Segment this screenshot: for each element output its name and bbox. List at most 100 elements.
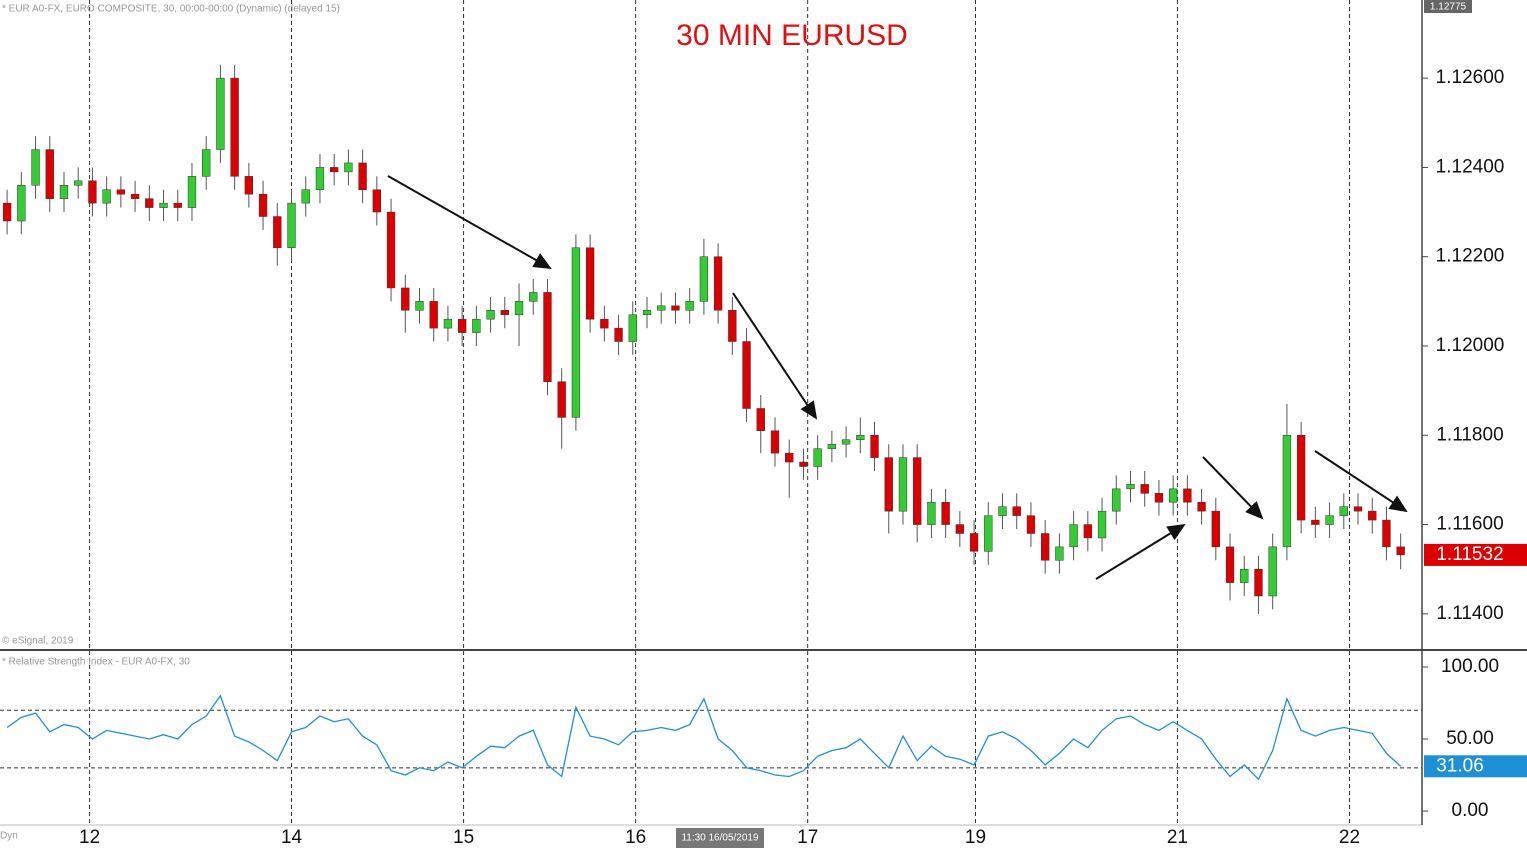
candle-body [585, 247, 595, 320]
candle-body [984, 515, 993, 552]
candle-body [301, 189, 310, 204]
top-price-box [1424, 0, 1472, 13]
candle-body [17, 185, 26, 222]
top-price-label: 1.12775 [1430, 2, 1467, 13]
candle-body [1225, 546, 1235, 583]
candle-body [1268, 546, 1277, 597]
candle-body [884, 457, 893, 512]
candle-body [1325, 515, 1334, 525]
candle-body [457, 318, 467, 333]
y-tick-label: 0.00 [1452, 800, 1489, 821]
candle-body [1026, 515, 1036, 534]
candle-body [671, 305, 680, 311]
candle-body [685, 301, 694, 311]
x-tick-label: 19 [965, 827, 986, 848]
candle-body [614, 327, 623, 342]
x-tick-label: 22 [1339, 827, 1360, 848]
candle-body [244, 176, 254, 195]
indicator-title: * Relative Strength Index - EUR A0-FX, 3… [2, 657, 190, 668]
candle-body [74, 180, 83, 186]
candle-body [870, 435, 879, 458]
candle-body [287, 202, 296, 249]
candle-body [202, 149, 211, 177]
candle-body [372, 189, 381, 213]
candle-body [941, 501, 950, 525]
copyright: © eSignal, 2019 [2, 636, 74, 647]
candle-body [955, 524, 965, 534]
candle-body [571, 247, 581, 418]
candle-body [173, 202, 182, 208]
candle-body [486, 310, 495, 320]
rsi-line [6, 694, 1402, 781]
candle-body [927, 501, 936, 525]
candle-body [1055, 546, 1064, 561]
y-tick-label: 1.11400 [1436, 603, 1503, 624]
candle-body [273, 216, 282, 249]
candle-body [230, 77, 239, 177]
candle-body [45, 149, 54, 199]
y-tick-label: 1.12200 [1436, 246, 1505, 267]
candle-body [728, 310, 737, 342]
last-value-box [1424, 755, 1527, 778]
y-tick-label: 1.12000 [1436, 335, 1505, 356]
candle-body [827, 443, 837, 449]
candle-body [514, 301, 524, 315]
candle-body [386, 211, 396, 289]
candle-body [600, 318, 609, 329]
x-tick-label: 14 [281, 827, 303, 848]
candle-body [1311, 519, 1320, 525]
footer-label: Dyn [0, 831, 18, 842]
candle-body [88, 180, 97, 204]
chart-title: 30 MIN EURUSD [676, 19, 908, 52]
candle-body [102, 189, 111, 204]
candle-body [543, 292, 552, 382]
candle-body [657, 305, 666, 311]
grid [0, 0, 1422, 825]
candle-body [713, 256, 723, 311]
arrow [1314, 450, 1408, 513]
candle-body [770, 430, 780, 454]
candle-body [59, 185, 69, 199]
annotation-arrows [387, 175, 1408, 580]
candle-body [1069, 524, 1078, 548]
candle-body [813, 448, 822, 467]
candle-body [429, 301, 438, 329]
candle-body [756, 408, 765, 432]
y-tick-label: 1.12600 [1436, 67, 1505, 88]
y-tick-label: 50.00 [1446, 728, 1494, 749]
arrow [387, 175, 552, 269]
candle-body [742, 341, 751, 409]
last-price-label: 1.11532 [1436, 544, 1503, 565]
candle-body [1353, 506, 1363, 512]
candle-body [841, 439, 851, 445]
candle-body [500, 310, 509, 315]
candle-body [415, 301, 424, 311]
candle-body [913, 457, 922, 525]
y-tick-label: 1.11600 [1436, 514, 1503, 535]
candle-body [969, 533, 979, 552]
candle-body [799, 461, 808, 467]
candle-body [116, 189, 126, 195]
y-tick-label: 1.11800 [1436, 424, 1503, 445]
crosshair-label: 11:30 16/05/2019 [681, 833, 759, 844]
candle-body [642, 310, 652, 315]
candle-body [187, 176, 197, 208]
arrow [1202, 456, 1264, 520]
arrow [1095, 523, 1186, 580]
candle-body [401, 287, 410, 311]
candle-body [557, 381, 566, 418]
candle-body [315, 167, 325, 190]
candle-body [1282, 435, 1292, 548]
candle-body [998, 506, 1007, 516]
candle-body [330, 167, 339, 173]
x-tick-label: 15 [453, 827, 474, 848]
candle-body [1368, 510, 1377, 521]
candle-body [1396, 546, 1405, 556]
last-price-box [1424, 543, 1527, 566]
candle-body [898, 457, 908, 512]
plot [2, 64, 1405, 781]
candle-body [258, 193, 268, 217]
candle-body [1240, 568, 1249, 583]
